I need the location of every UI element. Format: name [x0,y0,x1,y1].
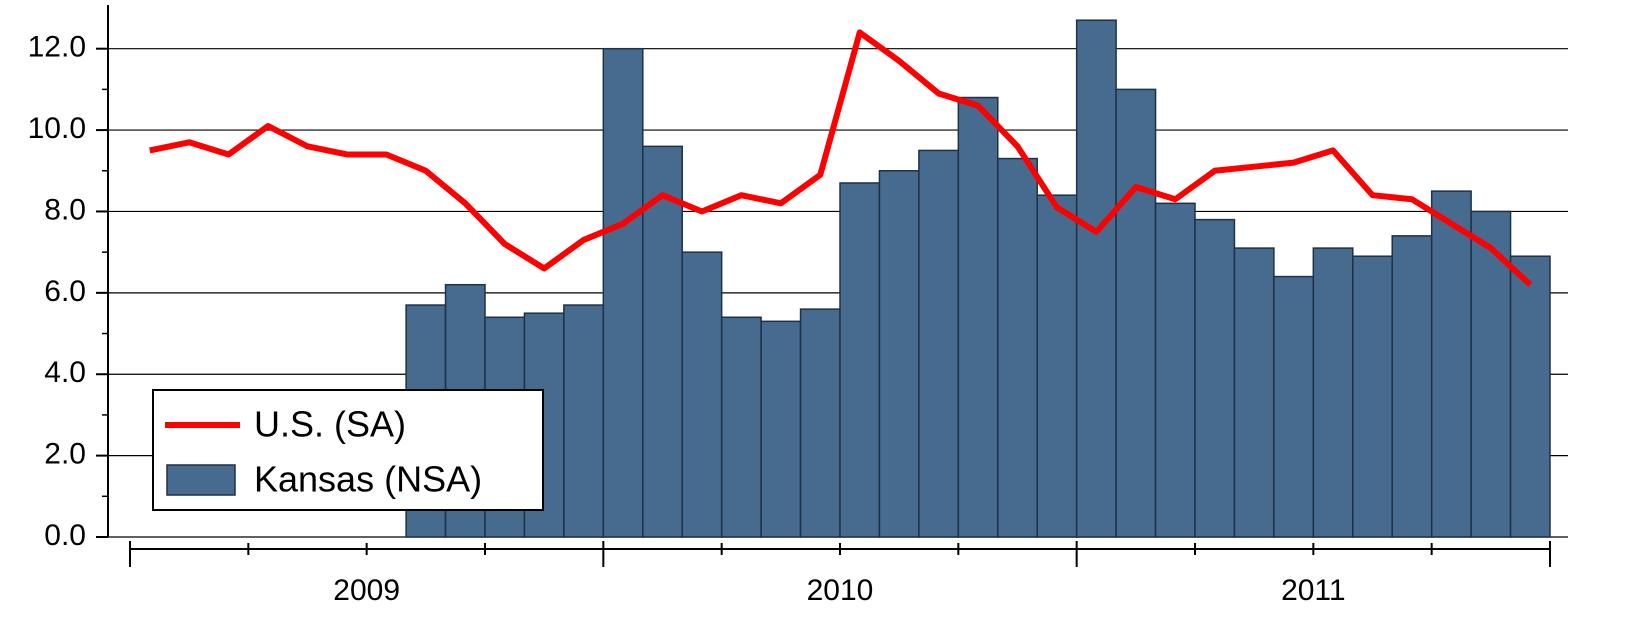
bar [997,157,1038,538]
bar [1391,235,1433,538]
legend-swatch [166,464,236,496]
bar [602,47,644,538]
bar [1312,247,1354,538]
bar [1509,255,1551,538]
bar [799,308,841,538]
bar [839,182,881,538]
bar [1273,275,1315,538]
bar [1036,194,1078,538]
bar [760,320,802,538]
legend-label: U.S. (SA) [254,404,406,445]
bar [681,251,723,538]
bar [1352,255,1393,538]
bar [1075,19,1117,538]
bar [720,316,762,538]
bar [1233,247,1275,538]
bar [878,170,920,538]
y-tick-label: 4.0 [44,356,86,389]
y-tick-label: 12.0 [28,31,86,64]
bar [1194,218,1236,538]
bar [957,96,999,538]
y-tick-label: 8.0 [44,193,86,226]
y-tick-label: 10.0 [28,112,86,145]
bar [918,149,960,538]
legend: U.S. (SA) Kansas (NSA) [152,389,544,511]
x-tick-label: 2009 [333,574,400,607]
bar [642,145,683,538]
bar [1470,210,1512,538]
y-tick-label: 0.0 [44,519,86,552]
x-tick-label: 2011 [1281,574,1346,607]
y-tick-label: 2.0 [44,438,86,471]
x-tick-label: 2010 [807,574,874,607]
line [149,29,1533,287]
legend-label: Kansas (NSA) [254,459,482,500]
bar [1154,202,1196,538]
bar [563,304,605,538]
bar [1115,88,1157,538]
bar [1430,190,1472,538]
y-tick-label: 6.0 [44,275,86,308]
